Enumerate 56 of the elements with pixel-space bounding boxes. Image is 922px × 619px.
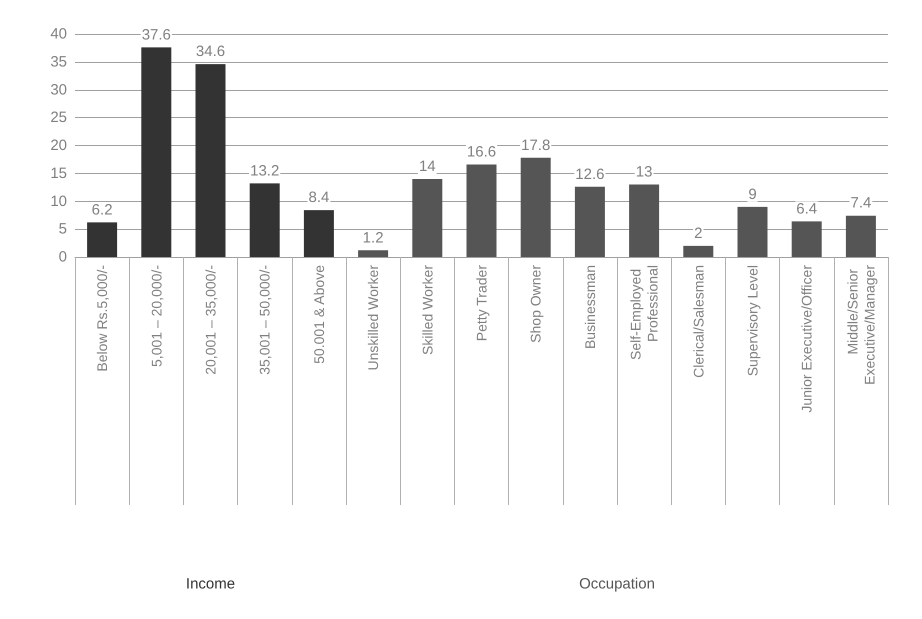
bar — [412, 178, 442, 257]
bar — [574, 186, 605, 257]
x-tick-label: 20,001 – 35,000/- — [202, 264, 218, 375]
data-label: 17.8 — [521, 136, 550, 154]
x-tick-label: Clerical/Salesman — [690, 265, 706, 378]
data-label: 2 — [694, 224, 702, 242]
y-tick-label: 20 — [50, 137, 67, 154]
bar — [629, 184, 660, 257]
bar — [358, 250, 388, 257]
x-tick-label: Supervisory Level — [744, 265, 760, 376]
bar — [250, 183, 280, 257]
x-tick-label: Unskilled Worker — [365, 264, 382, 371]
x-tick-label: Businessman — [582, 265, 598, 350]
data-label: 13 — [636, 164, 652, 181]
bar — [87, 222, 118, 257]
data-label: 6.4 — [796, 200, 818, 218]
data-label: 14 — [418, 158, 436, 175]
x-tick-label: Shop Owner — [528, 264, 544, 343]
y-tick-label: 5 — [58, 220, 67, 238]
x-tick-label: 35,001 – 50,000/- — [256, 264, 273, 375]
y-tick-label: 25 — [50, 109, 67, 126]
bar — [466, 164, 496, 257]
y-tick-label: 10 — [50, 192, 67, 210]
bar — [683, 246, 714, 257]
bar — [846, 216, 876, 257]
data-label: 6.2 — [92, 201, 113, 218]
x-tick-label: 5,001 – 20,000/- — [148, 264, 164, 367]
data-label: 16.6 — [466, 143, 496, 160]
data-label: 1.2 — [362, 229, 384, 246]
x-tick-label: Junior Executive/Officer — [798, 264, 815, 413]
y-tick-label: 35 — [50, 53, 67, 70]
bar — [304, 210, 334, 257]
x-tick-label: 50.001 & Above — [310, 264, 327, 364]
bar — [141, 47, 172, 257]
x-tick-label: Skilled Worker — [419, 264, 436, 355]
data-label: 12.6 — [575, 166, 604, 183]
data-label: 37.6 — [142, 26, 171, 44]
x-tick-label: Below Rs.5,000/- — [94, 264, 110, 372]
y-tick-label: 15 — [50, 164, 67, 182]
bar — [196, 64, 226, 257]
x-tick-label: Middle/Senior Executive/Manager — [844, 264, 878, 385]
y-tick-label: 40 — [50, 26, 67, 42]
data-label: 34.6 — [196, 43, 226, 60]
data-label: 8.4 — [308, 189, 330, 206]
text: Income — [186, 576, 236, 592]
bar — [520, 158, 551, 257]
text: Occupation — [579, 576, 655, 592]
data-label: 13.2 — [250, 162, 280, 180]
x-tick-label: Petty Trader — [474, 264, 490, 342]
data-label: 7.4 — [850, 194, 872, 212]
bar — [738, 206, 768, 257]
bar — [792, 221, 822, 257]
x-tick-label: Self-Employed Professional — [628, 265, 661, 360]
data-label: 9 — [748, 186, 757, 203]
y-tick-label: 0 — [58, 248, 67, 266]
y-tick-label: 30 — [50, 81, 67, 98]
